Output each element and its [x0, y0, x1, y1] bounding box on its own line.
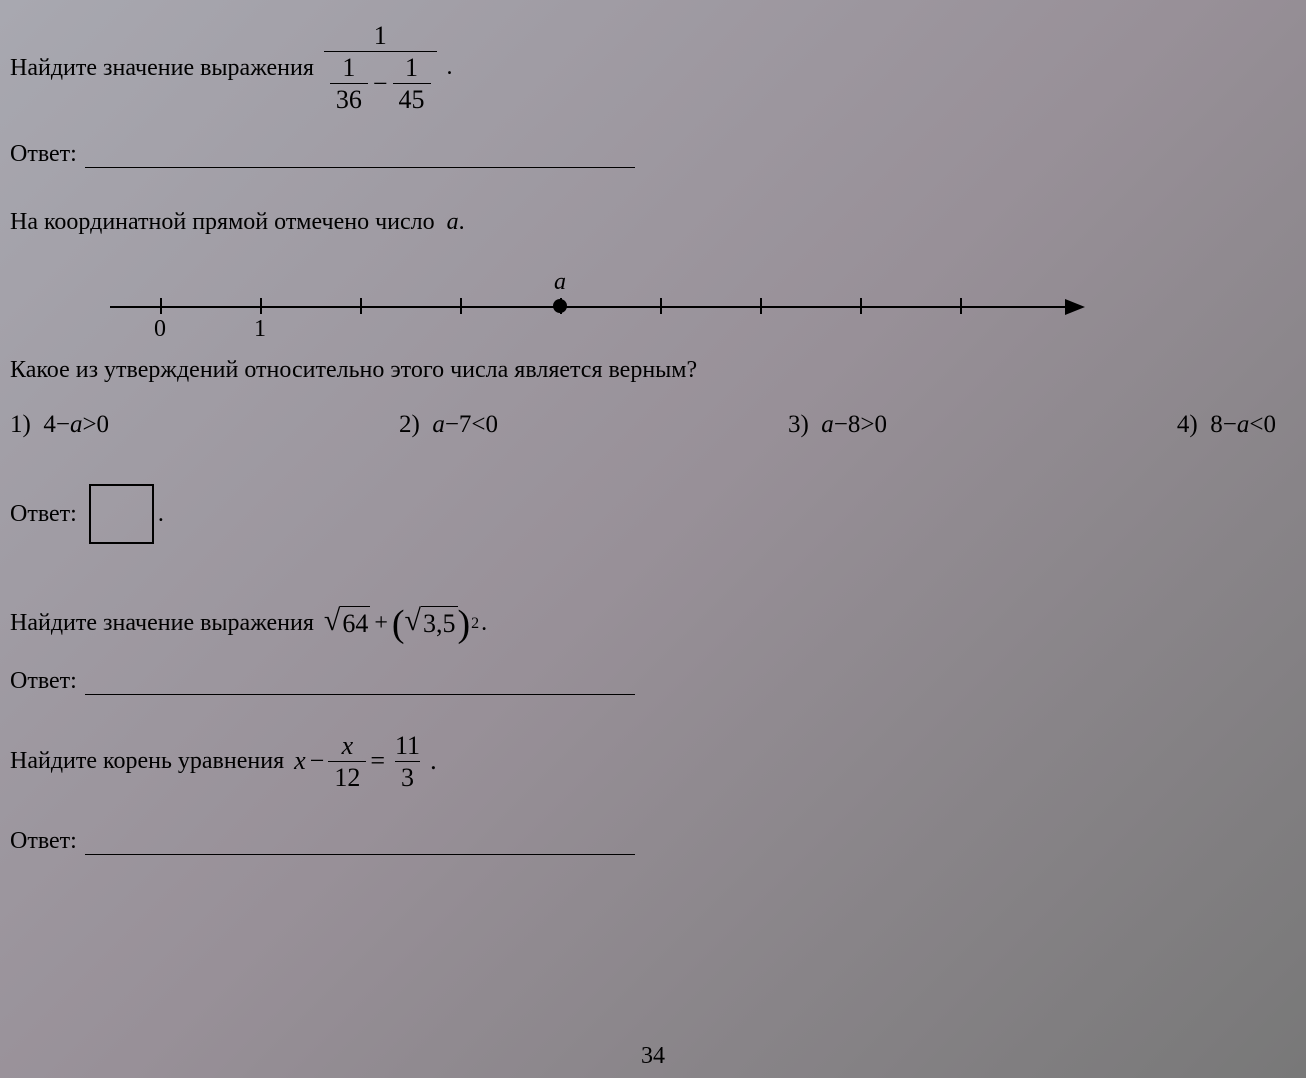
arrow-head-icon [1065, 299, 1085, 315]
sqrt-64: √ 64 [324, 606, 370, 641]
p3-period: . [481, 610, 487, 637]
opt4-var: a [1237, 411, 1250, 438]
sqrt-symbol-1: √ [324, 606, 340, 636]
p4-x1: x [294, 746, 306, 776]
problem-3-answer: Ответ: [10, 668, 1296, 695]
opt4-left: 8− [1210, 411, 1237, 438]
plus-sign: + [374, 610, 388, 637]
denom-left-den: 36 [330, 83, 368, 115]
tick-0 [160, 298, 162, 314]
opt3-num: 3) [788, 411, 809, 438]
tick-1 [260, 298, 262, 314]
tick-6 [760, 298, 762, 314]
number-line: 0 1 a [110, 266, 1110, 336]
p4-frac1: x 12 [328, 730, 366, 793]
p2-intro-text: На координатной прямой отмечено число [10, 209, 435, 235]
opt1-right: >0 [82, 411, 109, 438]
tick-7 [860, 298, 862, 314]
opt2-right: −7<0 [445, 411, 498, 438]
answer-underline-1[interactable] [85, 166, 635, 168]
sqrt-symbol-2: √ [405, 606, 421, 636]
opt2-num: 2) [399, 411, 420, 438]
tick-label-1: 1 [254, 316, 266, 343]
problem-1-period: . [447, 54, 453, 81]
tick-8 [960, 298, 962, 314]
sqrt-3-5-content: 3,5 [421, 606, 458, 641]
p4-frac1-den: 12 [328, 761, 366, 793]
p4-equals: = [370, 746, 385, 776]
p4-expression: x − x 12 = 11 3 . [294, 730, 436, 793]
option-3: 3) a−8>0 [788, 411, 887, 439]
answer-underline-4[interactable] [85, 853, 635, 855]
opt4-right: <0 [1249, 411, 1276, 438]
option-4: 4) 8−a<0 [1177, 411, 1276, 439]
p4-frac2: 11 3 [389, 730, 426, 793]
option-1: 1) 4−a>0 [10, 411, 109, 439]
problem-4-statement: Найдите корень уравнения x − x 12 = 11 3… [10, 730, 1296, 793]
problem-1-answer: Ответ: [10, 141, 1296, 168]
p4-frac2-num: 11 [389, 730, 426, 761]
problem-2: На координатной прямой отмечено число a.… [10, 203, 1296, 545]
problem-2-answer: Ответ: . [10, 484, 1296, 544]
denom-frac-right: 1 45 [393, 52, 431, 115]
answer-label-4: Ответ: [10, 828, 77, 855]
point-a-dot [553, 299, 567, 313]
denom-frac-left: 1 36 [330, 52, 368, 115]
option-2: 2) a−7<0 [399, 411, 498, 439]
opt1-num: 1) [10, 411, 31, 438]
tick-2 [360, 298, 362, 314]
opt2-var: a [432, 411, 445, 438]
problem-1: Найдите значение выражения 1 1 36 − 1 45… [10, 20, 1296, 168]
answer-label-2: Ответ: [10, 501, 77, 528]
opt1-var: a [70, 411, 83, 438]
answer-box[interactable] [89, 484, 154, 544]
options-row: 1) 4−a>0 2) a−7<0 3) a−8>0 4) 8−a<0 [10, 411, 1296, 439]
tick-label-0: 0 [154, 316, 166, 343]
tick-5 [660, 298, 662, 314]
exponent-2: 2 [471, 615, 479, 633]
p4-frac2-den: 3 [395, 761, 420, 793]
p2-var: a [447, 209, 459, 235]
sqrt-3-5: √ 3,5 [405, 606, 458, 641]
problem-1-statement: Найдите значение выражения 1 1 36 − 1 45… [10, 20, 1296, 116]
denom-operator: − [373, 68, 388, 99]
left-paren: ( [392, 605, 405, 643]
problem-2-question: Какое из утверждений относительно этого … [10, 351, 1296, 389]
problem-1-text: Найдите значение выражения [10, 49, 314, 87]
problem-3: Найдите значение выражения √ 64 + ( √ 3,… [10, 604, 1296, 694]
main-fraction: 1 1 36 − 1 45 [324, 20, 437, 116]
answer-label-1: Ответ: [10, 141, 77, 168]
p4-text: Найдите корень уравнения [10, 742, 284, 780]
opt3-var: a [821, 411, 834, 438]
problem-4: Найдите корень уравнения x − x 12 = 11 3… [10, 730, 1296, 855]
main-denominator: 1 36 − 1 45 [324, 51, 437, 115]
opt1-left: 4− [43, 411, 70, 438]
p3-text: Найдите значение выражения [10, 604, 314, 642]
answer-box-period: . [158, 501, 164, 528]
denom-right-num: 1 [399, 52, 424, 83]
nested-fraction-row: 1 36 − 1 45 [330, 52, 431, 115]
denom-right-den: 45 [393, 83, 431, 115]
page-number: 34 [641, 1043, 665, 1070]
main-numerator: 1 [368, 20, 393, 51]
p4-period: . [430, 746, 437, 776]
answer-label-3: Ответ: [10, 668, 77, 695]
p4-minus: − [310, 746, 325, 776]
tick-3 [460, 298, 462, 314]
line-segment [110, 306, 1070, 308]
p2-period: . [459, 209, 465, 235]
p4-frac1-num: x [336, 730, 360, 761]
answer-underline-3[interactable] [85, 693, 635, 695]
problem-2-intro: На координатной прямой отмечено число a. [10, 203, 1296, 241]
opt4-num: 4) [1177, 411, 1198, 438]
problem-4-answer: Ответ: [10, 828, 1296, 855]
right-paren: ) [458, 605, 471, 643]
problem-3-statement: Найдите значение выражения √ 64 + ( √ 3,… [10, 604, 1296, 642]
opt3-right: −8>0 [834, 411, 887, 438]
point-a-label: a [554, 269, 566, 296]
p3-expression: √ 64 + ( √ 3,5 )2 . [324, 605, 487, 643]
denom-left-num: 1 [336, 52, 361, 83]
sqrt-64-content: 64 [340, 606, 370, 641]
